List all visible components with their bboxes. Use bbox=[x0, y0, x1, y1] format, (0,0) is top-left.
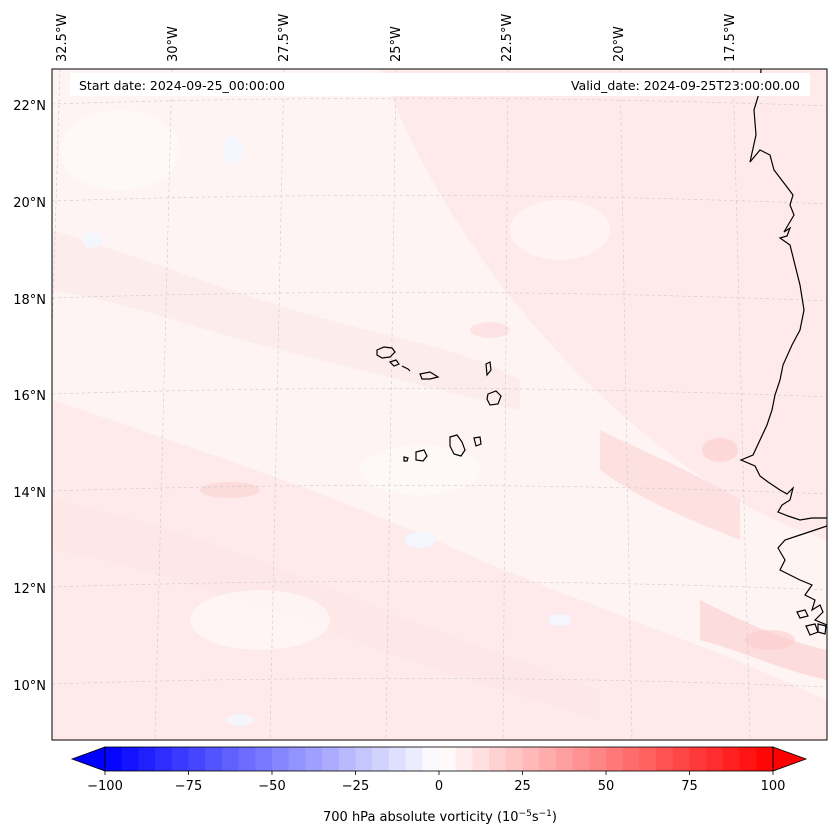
colorbar-segment bbox=[255, 747, 273, 771]
colorbar-segment bbox=[639, 747, 657, 771]
colorbar-segment bbox=[305, 747, 323, 771]
colorbar-segment bbox=[171, 747, 189, 771]
colorbar-tick-label: −75 bbox=[175, 779, 202, 794]
colorbar-segment bbox=[622, 747, 640, 771]
colorbar-segment bbox=[238, 747, 256, 771]
lon-label: 22.5°W bbox=[500, 14, 515, 62]
colorbar-segment bbox=[138, 747, 156, 771]
colorbar-segment bbox=[288, 747, 306, 771]
colorbar-segment bbox=[489, 747, 507, 771]
colorbar-segment bbox=[589, 747, 607, 771]
colorbar-segment bbox=[656, 747, 674, 771]
lat-label: 14°N bbox=[13, 486, 46, 501]
colorbar-ticks: −100 −75 −50 −25 0 25 50 75 100 bbox=[87, 771, 785, 794]
longitude-labels: 32.5°W 30°W 27.5°W 25°W 22.5°W 20°W 17.5… bbox=[55, 14, 738, 62]
colorbar-segments bbox=[105, 747, 774, 771]
colorbar: −100 −75 −50 −25 0 25 50 75 100 700 hPa absolute… bbox=[70, 746, 808, 825]
colorbar-segment bbox=[522, 747, 540, 771]
colorbar-segment bbox=[606, 747, 624, 771]
colorbar-label: 700 hPa absolute vorticity (10−5s−1) bbox=[323, 809, 557, 825]
colorbar-segment bbox=[105, 747, 123, 771]
colorbar-segment bbox=[672, 747, 690, 771]
vorticity-field bbox=[52, 69, 827, 740]
colorbar-segment bbox=[355, 747, 373, 771]
valid-date-label: Valid_date: 2024-09-25T23:00:00.00 bbox=[571, 78, 800, 93]
colorbar-segment bbox=[205, 747, 223, 771]
colorbar-segment bbox=[272, 747, 290, 771]
colorbar-segment bbox=[539, 747, 557, 771]
colorbar-segment bbox=[338, 747, 356, 771]
lat-label: 12°N bbox=[13, 582, 46, 597]
coastline bbox=[739, 69, 827, 636]
colorbar-segment bbox=[221, 747, 239, 771]
colorbar-segment bbox=[739, 747, 757, 771]
lat-label: 10°N bbox=[13, 679, 46, 694]
colorbar-tick-label: −50 bbox=[258, 779, 285, 794]
start-date-label: Start date: 2024-09-25_00:00:00 bbox=[79, 78, 285, 93]
colorbar-tick-label: 0 bbox=[435, 779, 443, 794]
colorbar-segment bbox=[455, 747, 473, 771]
colorbar-segment bbox=[388, 747, 406, 771]
colorbar-segment bbox=[121, 747, 139, 771]
lon-label: 27.5°W bbox=[277, 14, 292, 62]
lon-label: 17.5°W bbox=[723, 14, 738, 62]
lon-label: 25°W bbox=[389, 26, 404, 62]
colorbar-segment bbox=[422, 747, 440, 771]
colorbar-segment bbox=[722, 747, 740, 771]
colorbar-segment bbox=[439, 747, 457, 771]
lat-label: 18°N bbox=[13, 293, 46, 308]
lon-label: 20°W bbox=[612, 26, 627, 62]
colorbar-segment bbox=[322, 747, 340, 771]
lon-label: 30°W bbox=[166, 26, 181, 62]
colorbar-segment bbox=[405, 747, 423, 771]
colorbar-extend-max bbox=[772, 746, 808, 772]
lat-label: 16°N bbox=[13, 389, 46, 404]
colorbar-segment bbox=[188, 747, 206, 771]
colorbar-tick-label: 75 bbox=[681, 779, 698, 794]
colorbar-segment bbox=[555, 747, 573, 771]
colorbar-segment bbox=[372, 747, 390, 771]
map-frame bbox=[51, 68, 828, 741]
colorbar-segment bbox=[689, 747, 707, 771]
lat-label: 20°N bbox=[13, 196, 46, 211]
colorbar-extend-min bbox=[70, 746, 106, 772]
colorbar-tick-label: 50 bbox=[598, 779, 615, 794]
colorbar-segment bbox=[756, 747, 774, 771]
cape-verde-islands bbox=[376, 346, 502, 462]
colorbar-segment bbox=[706, 747, 724, 771]
gridlines bbox=[52, 69, 827, 740]
colorbar-tick-label: 25 bbox=[514, 779, 531, 794]
colorbar-segment bbox=[505, 747, 523, 771]
colorbar-tick-label: −25 bbox=[342, 779, 369, 794]
info-strip bbox=[70, 73, 810, 96]
colorbar-tick-label: −100 bbox=[87, 779, 123, 794]
latitude-labels: 22°N 20°N 18°N 16°N 14°N 12°N 10°N bbox=[13, 99, 46, 694]
lon-label: 32.5°W bbox=[55, 14, 70, 62]
colorbar-segment bbox=[472, 747, 490, 771]
colorbar-segment bbox=[572, 747, 590, 771]
lat-label: 22°N bbox=[13, 99, 46, 114]
colorbar-segment bbox=[155, 747, 173, 771]
colorbar-tick-label: 100 bbox=[761, 779, 786, 794]
